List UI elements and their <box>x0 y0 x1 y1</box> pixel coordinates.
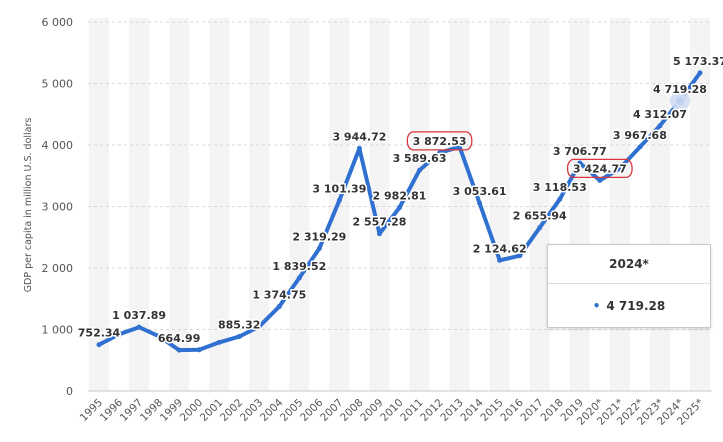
y-tick-label: 0 <box>66 385 73 398</box>
data-label: 3 944.72 <box>332 130 386 143</box>
data-point <box>597 177 603 183</box>
data-point <box>457 144 463 150</box>
column-stripe <box>649 18 670 391</box>
column-stripe <box>129 18 150 391</box>
y-tick-label: 5 000 <box>42 78 74 91</box>
data-label: 885.32 <box>218 319 260 332</box>
data-label: 5 173.37 <box>673 55 723 68</box>
data-label: 3 589.63 <box>393 152 447 165</box>
data-point <box>296 275 302 281</box>
data-point <box>417 167 423 173</box>
data-label: 1 374.75 <box>252 288 306 301</box>
data-label: 2 982.81 <box>373 190 427 203</box>
data-point <box>356 145 362 151</box>
data-label: 2 655.94 <box>513 210 567 223</box>
y-tick-label: 2 000 <box>42 262 74 275</box>
column-stripe <box>289 18 310 391</box>
tooltip-title: 2024* <box>548 245 710 284</box>
data-point <box>96 342 102 348</box>
data-point <box>116 331 122 337</box>
data-label: 2 319.29 <box>292 230 346 243</box>
column-stripe <box>529 18 550 391</box>
data-point <box>136 324 142 330</box>
column-stripe <box>369 18 390 391</box>
data-point <box>697 70 703 76</box>
data-point <box>156 333 162 339</box>
y-tick-label: 3 000 <box>42 201 74 214</box>
data-point <box>497 257 503 263</box>
x-axis-ticks: 1995199619971998199920002001200220032004… <box>78 396 706 427</box>
data-point <box>196 347 202 353</box>
y-axis-ticks: 0 1 000 2 000 3 000 4 000 5 000 6 000 <box>42 16 74 398</box>
hover-halo-circle <box>669 90 690 111</box>
column-stripe <box>449 18 470 391</box>
data-label: 3 424.77 <box>573 162 627 175</box>
column-stripe <box>249 18 270 391</box>
data-point <box>316 245 322 251</box>
y-tick-label: 1 000 <box>42 324 74 337</box>
data-labels: 752.34 1 037.89 664.99 885.32 1 374.75 1 839.… <box>76 53 723 346</box>
tooltip-row: • 4 719.28 <box>548 284 710 327</box>
column-stripe <box>88 18 110 391</box>
data-point <box>276 303 282 309</box>
data-point <box>517 253 523 259</box>
tooltip: 2024* • 4 719.28 <box>547 244 711 328</box>
column-stripe <box>609 18 630 391</box>
data-label: 3 967.68 <box>613 129 667 142</box>
data-label: 1 037.89 <box>112 309 166 322</box>
data-point <box>637 144 643 150</box>
column-stripe <box>489 18 510 391</box>
data-point <box>437 150 443 156</box>
data-point <box>537 225 543 231</box>
data-point <box>216 339 222 345</box>
data-point <box>176 347 182 353</box>
tooltip-bullet: • <box>592 298 601 313</box>
data-label: 3 118.53 <box>533 181 587 194</box>
column-stripe <box>209 18 230 391</box>
data-label: 664.99 <box>158 332 200 345</box>
data-point <box>336 197 342 203</box>
data-label: 3 053.61 <box>453 185 507 198</box>
data-label: 3 872.53 <box>413 135 467 148</box>
data-point <box>477 200 483 206</box>
data-point <box>236 334 242 340</box>
data-label: 4 312.07 <box>633 108 687 121</box>
data-point <box>577 160 583 166</box>
data-label: 1 839.52 <box>272 260 326 273</box>
column-stripe <box>409 18 430 391</box>
annotation-circle <box>406 131 473 151</box>
column-stripe <box>569 18 590 391</box>
data-label: 4 719.28 <box>653 83 707 96</box>
data-point <box>376 231 382 237</box>
data-point <box>657 123 663 129</box>
data-label: 3 706.77 <box>553 145 607 158</box>
y-axis-label: GDP per capita in million U.S. dollars <box>23 118 34 293</box>
data-label: 2 124.62 <box>473 242 527 255</box>
y-tick-label: 6 000 <box>42 16 74 29</box>
data-label: 752.34 <box>78 327 121 340</box>
column-stripe <box>169 18 190 391</box>
annotation-circle <box>566 158 633 179</box>
data-point <box>397 205 402 211</box>
y-tick-label: 4 000 <box>42 139 74 152</box>
hover-halo <box>669 90 690 111</box>
annotation-circles <box>406 131 633 179</box>
data-label: 3 101.39 <box>312 182 366 195</box>
data-point <box>256 323 262 329</box>
tooltip-value: 4 719.28 <box>606 298 666 313</box>
data-point <box>617 165 623 171</box>
data-label: 2 557.28 <box>352 216 406 229</box>
data-point <box>557 196 563 202</box>
